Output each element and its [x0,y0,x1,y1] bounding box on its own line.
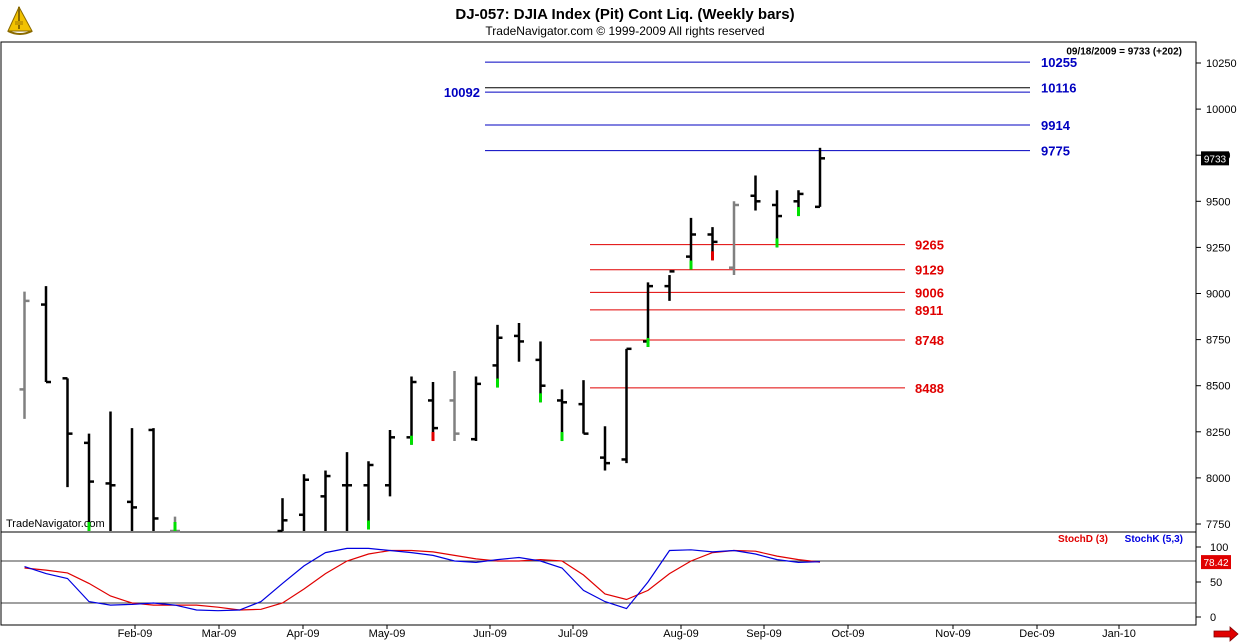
price-bar [514,323,524,362]
x-axis-label: Nov-09 [935,628,970,640]
price-bar [299,474,309,531]
pivot-label-red: 9006 [915,285,944,300]
price-bar [535,341,546,403]
stoch-axis-label: 100 [1210,542,1228,554]
stoch-series-line [24,547,821,612]
last-price-label: 9733 [1204,154,1227,165]
arrow-right-icon[interactable] [1213,626,1239,642]
pivot-label-blue: 10116 [1041,81,1076,96]
price-bar [277,498,288,533]
price-axis-label: 8000 [1206,473,1230,485]
price-axis-label: 9000 [1206,289,1230,301]
price-axis-label: 10250 [1206,58,1237,70]
price-bar [406,376,417,445]
price-bar [621,347,632,464]
price-axis-label: 8500 [1206,381,1230,393]
price-bar [342,452,352,531]
x-axis-label: Mar-09 [202,628,237,640]
x-axis-label: Aug-09 [663,628,698,640]
price-bar [62,377,73,488]
stoch-axis-label: 0 [1210,612,1216,624]
pivot-label-red: 8488 [915,381,944,396]
pivot-label-red: 8748 [915,333,944,348]
price-bar [148,428,159,531]
x-axis-label: Jun-09 [473,628,507,640]
price-bar [170,516,180,533]
stoch-last-badge [1201,555,1231,570]
stoch-last-label: 78.42 [1203,558,1228,569]
price-bar [320,470,331,531]
x-axis-label: May-09 [369,628,406,640]
price-bar [686,217,696,270]
price-bar [84,433,94,531]
last-price-badge [1201,151,1229,166]
chart-header: DJ-057: DJIA Index (Pit) Cont Liq. (Week… [455,6,794,38]
price-axis-label: 7750 [1206,519,1230,531]
price-axis-label: 9500 [1206,196,1230,208]
legend-stochk: StochK (5,3) [1125,534,1183,545]
price-bar [664,270,675,301]
price-axis-label: 10000 [1206,104,1237,116]
quote-readout: 09/18/2009 = 9733 (+202) [1066,46,1182,57]
price-bar [750,175,761,211]
price-bar [707,227,718,261]
price-axis-label: 8750 [1206,335,1230,347]
x-axis-label: Apr-09 [286,628,319,640]
x-axis-label: Dec-09 [1019,628,1054,640]
legend-stochd: StochD (3) [1058,534,1108,545]
price-bar [449,370,460,442]
price-bar [793,190,804,217]
price-bar [578,380,589,435]
pivot-label-red: 9265 [915,238,944,253]
x-axis-label: Jan-10 [1102,628,1136,640]
price-bar [363,461,374,530]
price-bar [815,147,825,209]
stoch-series-line [24,549,821,611]
x-axis-label: Jul-09 [558,628,588,640]
price-bar [385,429,395,497]
x-axis-label: Feb-09 [118,628,153,640]
price-bar [19,291,30,419]
price-axis-label: 9250 [1206,242,1230,254]
x-axis-label: Sep-09 [746,628,781,640]
price-bar [471,376,481,442]
stochastic-panel [0,531,1197,626]
price-bar [41,286,51,384]
price-bar [127,428,137,531]
price-bar [600,426,610,471]
x-axis-label: Oct-09 [831,628,864,640]
price-bar [772,190,782,248]
watermark-text: TradeNavigator.com [6,518,105,530]
pivot-label-blue: 9775 [1041,144,1070,159]
price-bar [643,282,653,347]
price-bar [105,411,116,531]
sextant-logo-icon[interactable] [7,5,33,35]
price-bar [428,382,438,442]
chart-subtitle: TradeNavigator.com © 1999-2009 All right… [485,24,764,38]
stoch-axis-label: 50 [1210,577,1222,589]
price-axis-label: 8250 [1206,427,1230,439]
price-bar [729,201,739,276]
pivot-label-red: 9129 [915,263,944,278]
pivot-label-blue: 10092 [444,85,480,100]
price-bar [492,324,503,388]
pivot-label-blue: 10255 [1041,55,1077,70]
pivot-label-blue: 9914 [1041,118,1071,133]
pivot-label-red: 8911 [915,303,943,318]
chart-title: DJ-057: DJIA Index (Pit) Cont Liq. (Week… [455,6,794,23]
price-panel [0,41,1197,533]
price-bar [557,389,567,442]
